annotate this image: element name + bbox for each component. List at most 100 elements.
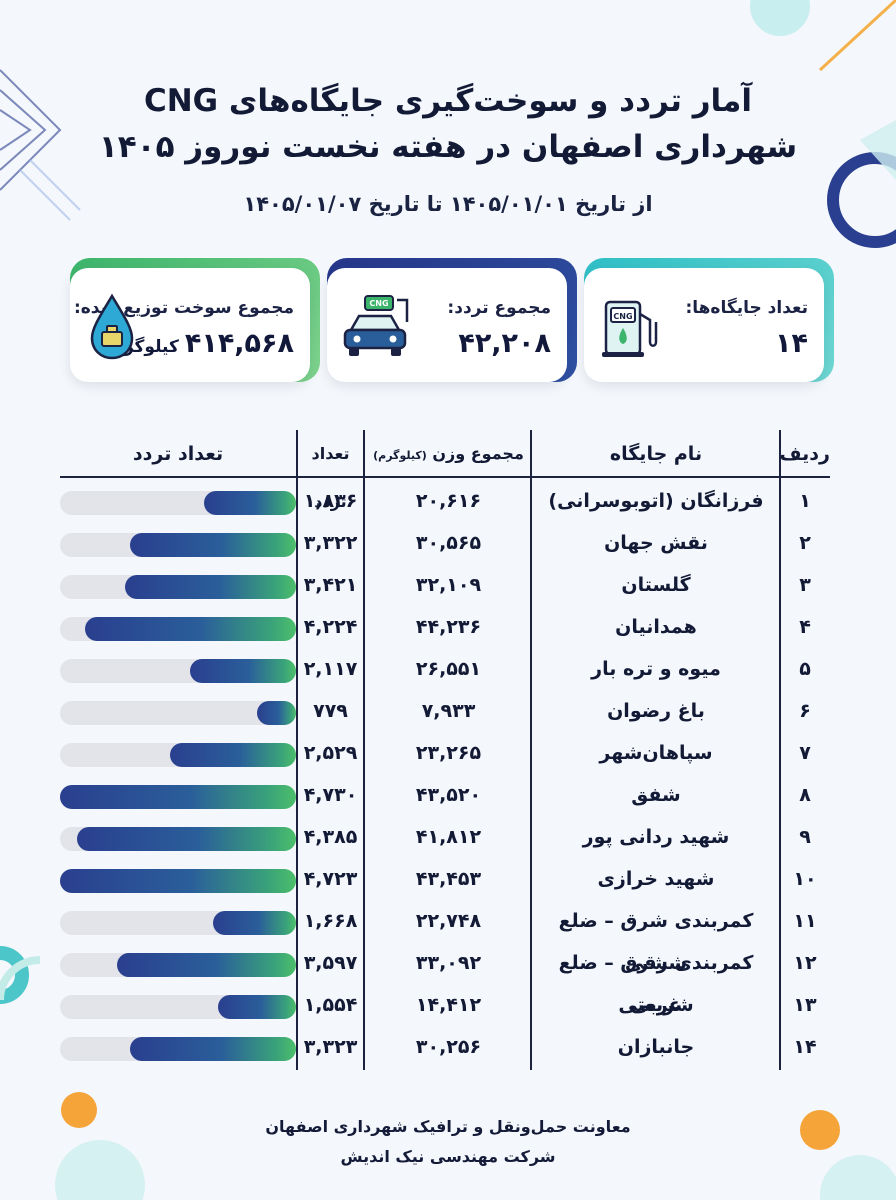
row-number: ۶ bbox=[799, 700, 811, 722]
table-row: ۴ همدانیان ۴۴,۲۳۶ ۴,۲۲۴ bbox=[60, 606, 830, 648]
table-row: ۱۰ شهید خرازی ۴۳,۴۵۳ ۴,۷۲۳ bbox=[60, 858, 830, 900]
station-name: کمربندی شرق – ضلع شرقی bbox=[558, 910, 754, 974]
traffic-bar-track bbox=[60, 785, 296, 809]
row-number: ۱۱ bbox=[793, 910, 817, 932]
header-total-weight: مجموع وزن (کیلوگرم) bbox=[365, 430, 532, 478]
total-weight: ۲۶,۵۵۱ bbox=[415, 658, 482, 680]
row-number: ۲ bbox=[799, 532, 811, 554]
traffic-bar bbox=[60, 785, 296, 809]
header-weight-label: مجموع وزن bbox=[432, 444, 524, 463]
car-cng-icon: CNG bbox=[343, 295, 409, 356]
card-fuel: مجموع سوخت توزیع شده: ۴۱۴,۵۶۸کیلوگرم bbox=[70, 258, 320, 382]
total-weight: ۲۰,۶۱۶ bbox=[415, 490, 482, 512]
table-row: ۷ سپاهان‌شهر ۲۳,۲۶۵ ۲,۵۲۹ bbox=[60, 732, 830, 774]
row-number: ۱۳ bbox=[793, 994, 817, 1016]
station-name: شریعتی bbox=[618, 994, 694, 1016]
card-fuel-label: مجموع سوخت توزیع شده: bbox=[73, 298, 294, 318]
column-divider bbox=[363, 430, 365, 1070]
table-row: ۱۱ کمربندی شرق – ضلع شرقی ۲۲,۷۴۸ ۱,۶۶۸ bbox=[60, 900, 830, 974]
total-weight: ۴۳,۴۵۳ bbox=[415, 868, 482, 890]
traffic-count: ۷۷۹ bbox=[313, 700, 348, 722]
station-name: همدانیان bbox=[615, 616, 697, 638]
card-stations-label: تعداد جایگاه‌ها: bbox=[685, 298, 808, 318]
traffic-bar bbox=[204, 491, 296, 515]
row-number: ۳ bbox=[799, 574, 811, 596]
traffic-bar-track bbox=[60, 995, 296, 1019]
column-divider bbox=[530, 430, 532, 1070]
traffic-count: ۴,۷۳۰ bbox=[303, 784, 358, 806]
table-row: ۱۲ کمربندی شرق – ضلع غربی ۳۳,۰۹۲ ۳,۵۹۷ bbox=[60, 942, 830, 1016]
traffic-bar bbox=[130, 1037, 296, 1061]
row-number: ۱۰ bbox=[793, 868, 817, 890]
cng-pump-icon: CNG bbox=[602, 300, 658, 357]
traffic-bar bbox=[85, 617, 296, 641]
page-title: آمار تردد و سوخت‌گیری جایگاه‌های CNG شهر… bbox=[0, 78, 896, 170]
row-number: ۷ bbox=[799, 742, 811, 764]
total-weight: ۱۴,۴۱۲ bbox=[415, 994, 482, 1016]
traffic-bar-track bbox=[60, 953, 296, 977]
footer-line-2: شرکت مهندسی نیک اندیش bbox=[340, 1147, 556, 1166]
station-name: سپاهان‌شهر bbox=[599, 742, 713, 764]
total-weight: ۳۰,۲۵۶ bbox=[415, 1036, 482, 1058]
traffic-bar-track bbox=[60, 743, 296, 767]
table-row: ۱ فرزانگان (اتوبوسرانی) ۲۰,۶۱۶ ۱,۸۳۶ bbox=[60, 480, 830, 522]
traffic-count: ۱,۸۳۶ bbox=[303, 490, 358, 512]
traffic-bar-track bbox=[60, 659, 296, 683]
header-station-name: نام جایگاه bbox=[609, 443, 703, 465]
total-weight: ۳۰,۵۶۵ bbox=[415, 532, 482, 554]
total-weight: ۴۳,۵۲۰ bbox=[415, 784, 482, 806]
station-name: باغ رضوان bbox=[607, 700, 705, 722]
traffic-count: ۳,۵۹۷ bbox=[303, 952, 358, 974]
traffic-bar bbox=[116, 953, 296, 977]
table-row: ۲ نقش جهان ۳۰,۵۶۵ ۳,۳۲۲ bbox=[60, 522, 830, 564]
traffic-bar-track bbox=[60, 869, 296, 893]
traffic-count: ۱,۵۵۴ bbox=[303, 994, 358, 1016]
traffic-bar bbox=[190, 659, 296, 683]
header-traffic-bar: تعداد تردد bbox=[132, 443, 224, 465]
card-stations-value: ۱۴ bbox=[775, 328, 808, 359]
traffic-count: ۴,۷۲۳ bbox=[303, 868, 358, 890]
table-row: ۵ میوه و تره بار ۲۶,۵۵۱ ۲,۱۱۷ bbox=[60, 648, 830, 690]
traffic-bar-track bbox=[60, 617, 296, 641]
table-row: ۳ گلستان ۳۲,۱۰۹ ۳,۴۲۱ bbox=[60, 564, 830, 606]
traffic-bar bbox=[60, 869, 296, 893]
traffic-count: ۲,۵۲۹ bbox=[303, 742, 358, 764]
table-header: ردیف نام جایگاه مجموع وزن (کیلوگرم) تعدا… bbox=[60, 430, 830, 511]
row-number: ۸ bbox=[799, 784, 811, 806]
traffic-count: ۳,۳۲۳ bbox=[303, 1036, 358, 1058]
traffic-bar bbox=[257, 701, 296, 725]
station-name: میوه و تره بار bbox=[591, 658, 721, 680]
footer: معاونت حمل‌ونقل و ترافیک شهرداری اصفهان … bbox=[0, 1112, 896, 1172]
traffic-count: ۴,۳۸۵ bbox=[303, 826, 358, 848]
traffic-bar-track bbox=[60, 1037, 296, 1061]
total-weight: ۴۱,۸۱۲ bbox=[415, 826, 482, 848]
table-row: ۱۴ جانبازان ۳۰,۲۵۶ ۳,۳۲۳ bbox=[60, 1026, 830, 1068]
traffic-bar bbox=[125, 575, 296, 599]
header-traffic-count: تعداد تردد bbox=[311, 444, 350, 511]
title-line-2: شهرداری اصفهان در هفته نخست نوروز ۱۴۰۵ bbox=[98, 129, 798, 165]
column-divider bbox=[779, 430, 781, 1070]
total-weight: ۲۲,۷۴۸ bbox=[415, 910, 482, 932]
row-number: ۹ bbox=[799, 826, 811, 848]
row-number: ۴ bbox=[799, 616, 811, 638]
station-name: گلستان bbox=[621, 574, 691, 596]
date-range: از تاریخ ۱۴۰۵/۰۱/۰۱ تا تاریخ ۱۴۰۵/۰۱/۰۷ bbox=[243, 192, 653, 216]
traffic-bar bbox=[218, 995, 296, 1019]
traffic-bar bbox=[212, 911, 296, 935]
traffic-bar-track bbox=[60, 491, 296, 515]
station-name: جانبازان bbox=[617, 1036, 695, 1058]
traffic-bar-track bbox=[60, 533, 296, 557]
cng-pump-icon-text: CNG bbox=[613, 312, 632, 321]
traffic-bar-track bbox=[60, 911, 296, 935]
header-weight-unit: (کیلوگرم) bbox=[373, 449, 427, 462]
table-row: ۶ باغ رضوان ۷,۹۳۳ ۷۷۹ bbox=[60, 690, 830, 732]
card-stations: تعداد جایگاه‌ها: ۱۴ CNG bbox=[584, 258, 834, 382]
row-number: ۱۲ bbox=[793, 952, 817, 974]
row-number: ۵ bbox=[799, 658, 811, 680]
card-fuel-number: ۴۱۴,۵۶۸ bbox=[184, 328, 294, 359]
card-traffic: مجموع تردد: ۴۲,۲۰۸ CNG bbox=[327, 258, 577, 382]
header-row-number: ردیف bbox=[779, 443, 830, 465]
traffic-bar bbox=[169, 743, 296, 767]
traffic-bar bbox=[77, 827, 296, 851]
title-line-1: آمار تردد و سوخت‌گیری جایگاه‌های CNG bbox=[143, 83, 752, 119]
